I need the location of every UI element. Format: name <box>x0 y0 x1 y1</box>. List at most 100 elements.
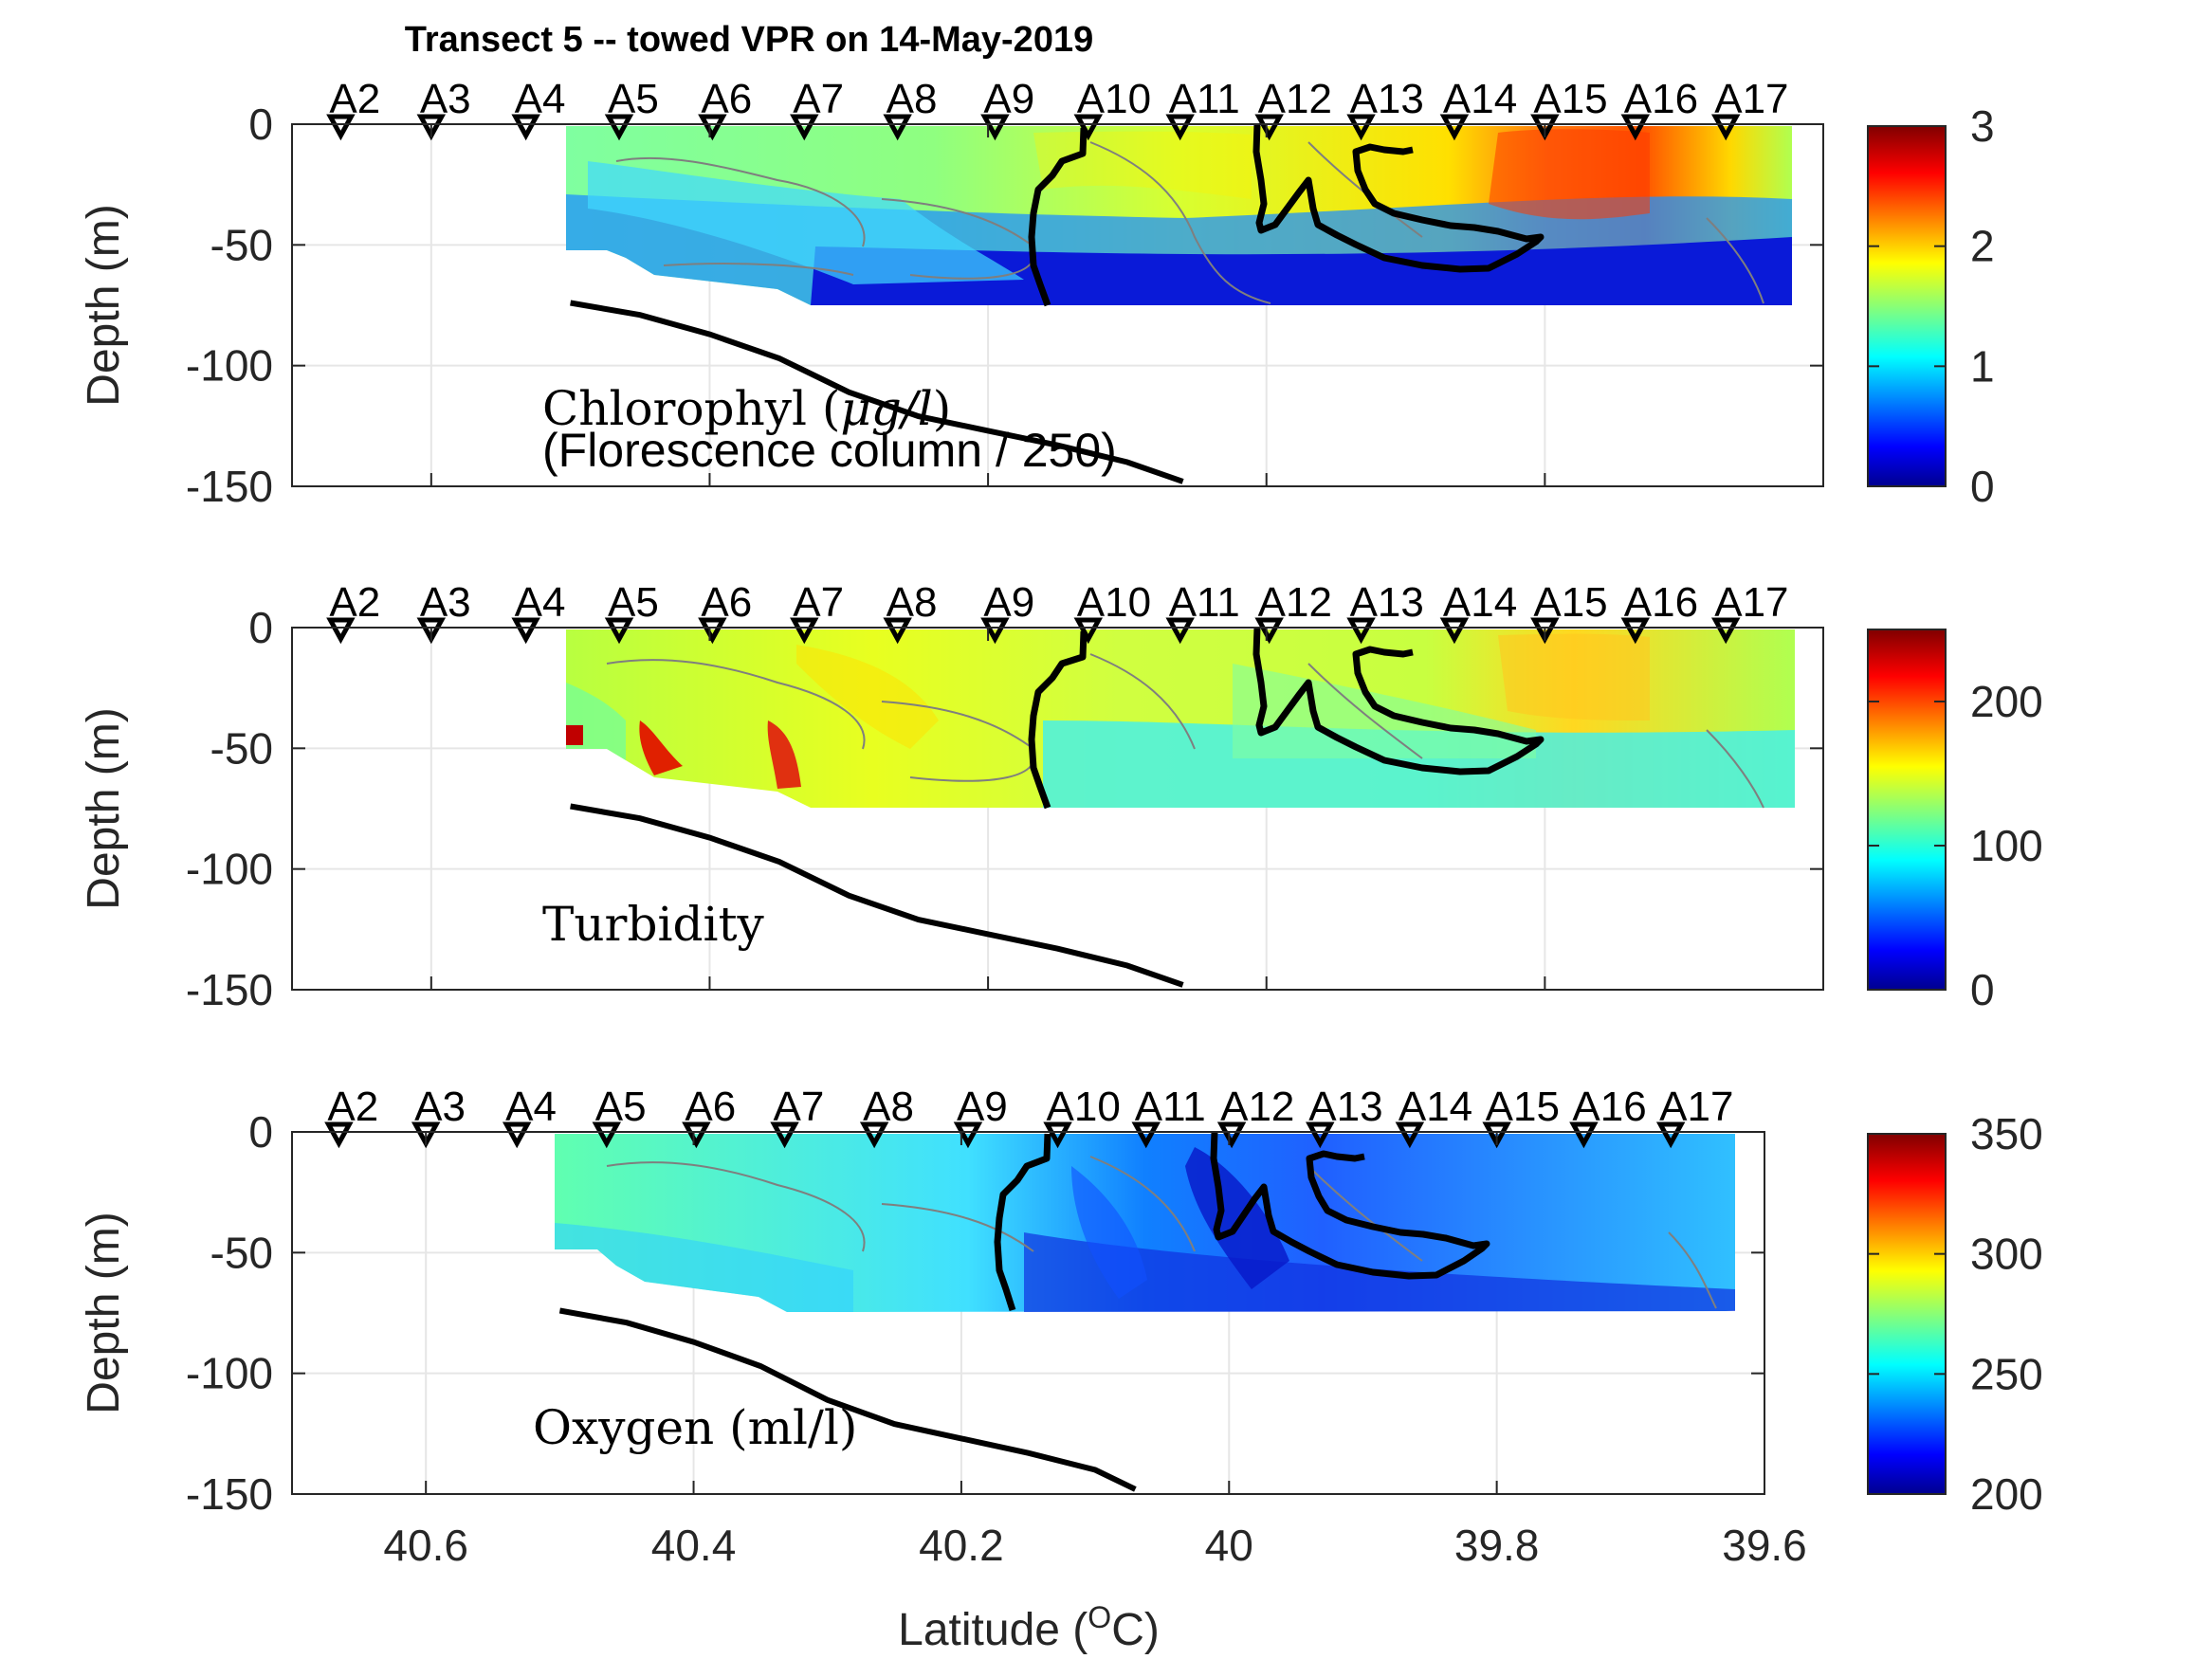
colorbar <box>1867 125 1947 487</box>
y-tick-label: 0 <box>248 603 273 652</box>
station-marker <box>604 617 634 645</box>
station-marker <box>502 1121 532 1149</box>
station-label: A17 <box>1659 1084 1733 1130</box>
colorbar-tick-label: 300 <box>1970 1230 2043 1279</box>
station-marker <box>592 1121 622 1149</box>
station-marker <box>411 1121 441 1149</box>
colorbar <box>1867 629 1947 991</box>
station-label: A13 <box>1308 1084 1382 1130</box>
y-tick-label: -50 <box>210 1228 273 1277</box>
station-label: A14 <box>1443 579 1517 626</box>
station-marker <box>1043 1121 1072 1149</box>
station-marker <box>1165 114 1195 141</box>
station-label: A10 <box>1047 1084 1121 1130</box>
y-tick-label: -100 <box>186 845 273 894</box>
colorbar-tick-label: 350 <box>1970 1109 2043 1158</box>
station-marker <box>604 114 634 141</box>
station-label: A4 <box>515 579 566 626</box>
station-marker <box>1620 617 1651 645</box>
colorbar <box>1867 1133 1947 1495</box>
station-marker <box>1711 617 1741 645</box>
station-markers: A2 A3 A4 A5 A6 A7 A8 A9 A10 A11 A12 A13 A14 A15 A16 A17 <box>326 579 1789 645</box>
heatmap-field <box>555 1134 1735 1312</box>
x-tick-label: 40.2 <box>919 1521 1004 1570</box>
station-label: A2 <box>327 1084 378 1130</box>
station-marker <box>1655 1121 1686 1149</box>
station-marker <box>324 1121 354 1149</box>
station-label: A11 <box>1169 76 1240 122</box>
station-label: A7 <box>774 1084 825 1130</box>
panel-turbidity: A2 A3 A4 A5 A6 A7 A8 A9 A10 A11 A12 A13 A14 A15 A16 A17… <box>79 579 2043 1014</box>
chart-title: Transect 5 -- towed VPR on 14-May-2019 <box>405 20 1093 60</box>
station-marker <box>1711 114 1741 141</box>
station-marker <box>953 1121 983 1149</box>
y-tick-label: 0 <box>248 100 273 149</box>
station-label: A5 <box>608 76 659 122</box>
x-tick-label: 39.6 <box>1722 1521 1807 1570</box>
station-label: A16 <box>1624 76 1698 122</box>
station-marker <box>980 617 1010 645</box>
colorbar-tick-label: 200 <box>1970 677 2043 726</box>
axes-frame <box>291 627 1824 991</box>
station-marker <box>698 114 727 141</box>
panel-chlorophyll: A2 A3 A4 A5 A6 A7 A8 A9 A10 A11 A12 A13 A14 A15 A16 A17… <box>79 76 1995 511</box>
station-marker <box>980 114 1010 141</box>
station-marker <box>1254 114 1284 141</box>
bathymetry-line <box>558 1307 1137 1492</box>
y-axis-label: Depth (m) <box>79 204 129 406</box>
station-marker <box>1073 114 1104 141</box>
colorbar-tick-label: 2 <box>1970 222 1995 271</box>
station-label: A5 <box>608 579 659 626</box>
y-axis-label: Depth (m) <box>79 707 129 909</box>
colorbar-ticks: 200 250 300 350 <box>1868 1109 2043 1519</box>
colorbar-tick-label: 100 <box>1970 821 2043 870</box>
station-label: A13 <box>1350 76 1424 122</box>
station-marker <box>1530 617 1560 645</box>
x-tick-label: 40.4 <box>651 1521 737 1570</box>
x-axis-label: Latitude (OC) <box>898 1600 1160 1655</box>
station-label: A3 <box>414 1084 466 1130</box>
y-tick-label: -50 <box>210 723 273 773</box>
station-marker <box>682 1121 711 1149</box>
station-marker <box>698 617 727 645</box>
x-tick-label: 40.6 <box>383 1521 468 1570</box>
station-label: A6 <box>685 1084 736 1130</box>
mixed-layer-line <box>1028 627 1545 810</box>
y-tick-label: -100 <box>186 341 273 391</box>
station-label: A9 <box>957 1084 1008 1130</box>
colorbar-tick-label: 200 <box>1970 1469 2043 1519</box>
y-axis: 0 -50 -100 -150 <box>186 1107 1764 1519</box>
station-label: A14 <box>1398 1084 1472 1130</box>
station-marker <box>790 617 819 645</box>
heatmap-field <box>566 629 1795 808</box>
station-label: A12 <box>1258 579 1332 626</box>
contours <box>606 1156 1717 1309</box>
station-marker <box>1346 617 1376 645</box>
station-marker <box>883 114 912 141</box>
panel-label: Oxygen (ml/l) <box>533 1400 857 1455</box>
station-label: A15 <box>1533 76 1607 122</box>
x-axis: 40.6 40.4 40.2 40 39.8 39.6 <box>383 1132 1807 1570</box>
station-label: A6 <box>701 76 752 122</box>
station-marker <box>883 617 912 645</box>
panel-oxygen: A2 A3 A4 A5 A6 A7 A8 A9 A10 A11 A12 A13 A14 A15 A16 A17… <box>79 1084 2043 1570</box>
station-label: A16 <box>1624 579 1698 626</box>
station-marker <box>1482 1121 1511 1149</box>
station-markers: A2 A3 A4 A5 A6 A7 A8 A9 A10 A11 A12 A13 A14 A15 A16 A17 <box>324 1084 1733 1149</box>
station-label: A14 <box>1443 76 1517 122</box>
axes-frame <box>291 1131 1765 1495</box>
station-marker <box>1073 617 1104 645</box>
bathymetry-line <box>570 803 1184 988</box>
panel-label: Chlorophyl (μg/l) <box>542 381 951 436</box>
bathymetry-line <box>570 300 1184 484</box>
station-label: A6 <box>701 579 752 626</box>
station-label: A4 <box>505 1084 557 1130</box>
station-label: A17 <box>1714 76 1788 122</box>
station-label: A10 <box>1077 76 1151 122</box>
station-marker <box>1620 114 1651 141</box>
station-label: A11 <box>1169 579 1240 626</box>
mixed-layer-line <box>1028 123 1545 307</box>
station-marker <box>1131 1121 1161 1149</box>
colorbar-tick-label: 1 <box>1970 341 1995 391</box>
